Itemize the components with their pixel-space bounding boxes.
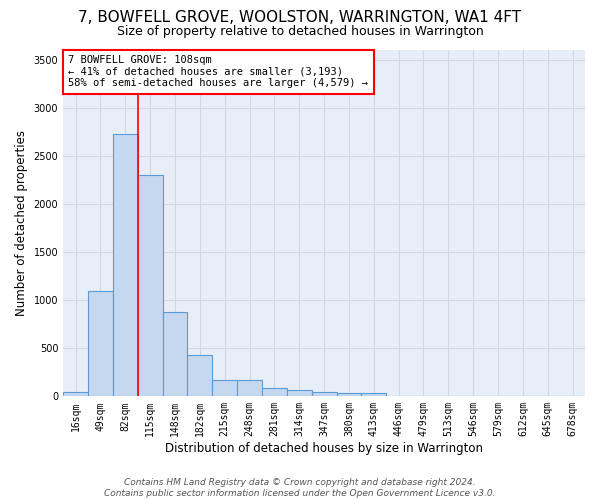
Text: 7 BOWFELL GROVE: 108sqm
← 41% of detached houses are smaller (3,193)
58% of semi: 7 BOWFELL GROVE: 108sqm ← 41% of detache… xyxy=(68,55,368,88)
Bar xyxy=(262,388,287,396)
Y-axis label: Number of detached properties: Number of detached properties xyxy=(15,130,28,316)
Text: Size of property relative to detached houses in Warrington: Size of property relative to detached ho… xyxy=(116,25,484,38)
Bar xyxy=(237,380,262,396)
Bar xyxy=(337,394,361,396)
Bar xyxy=(212,380,237,396)
Bar xyxy=(88,290,113,397)
Bar xyxy=(361,394,386,396)
Bar xyxy=(311,392,337,396)
Text: 7, BOWFELL GROVE, WOOLSTON, WARRINGTON, WA1 4FT: 7, BOWFELL GROVE, WOOLSTON, WARRINGTON, … xyxy=(79,10,521,25)
Bar xyxy=(138,175,163,396)
Bar xyxy=(187,355,212,397)
Bar xyxy=(287,390,311,396)
Bar xyxy=(113,134,138,396)
Bar xyxy=(163,312,187,396)
Text: Contains HM Land Registry data © Crown copyright and database right 2024.
Contai: Contains HM Land Registry data © Crown c… xyxy=(104,478,496,498)
Bar xyxy=(63,392,88,396)
X-axis label: Distribution of detached houses by size in Warrington: Distribution of detached houses by size … xyxy=(165,442,483,455)
